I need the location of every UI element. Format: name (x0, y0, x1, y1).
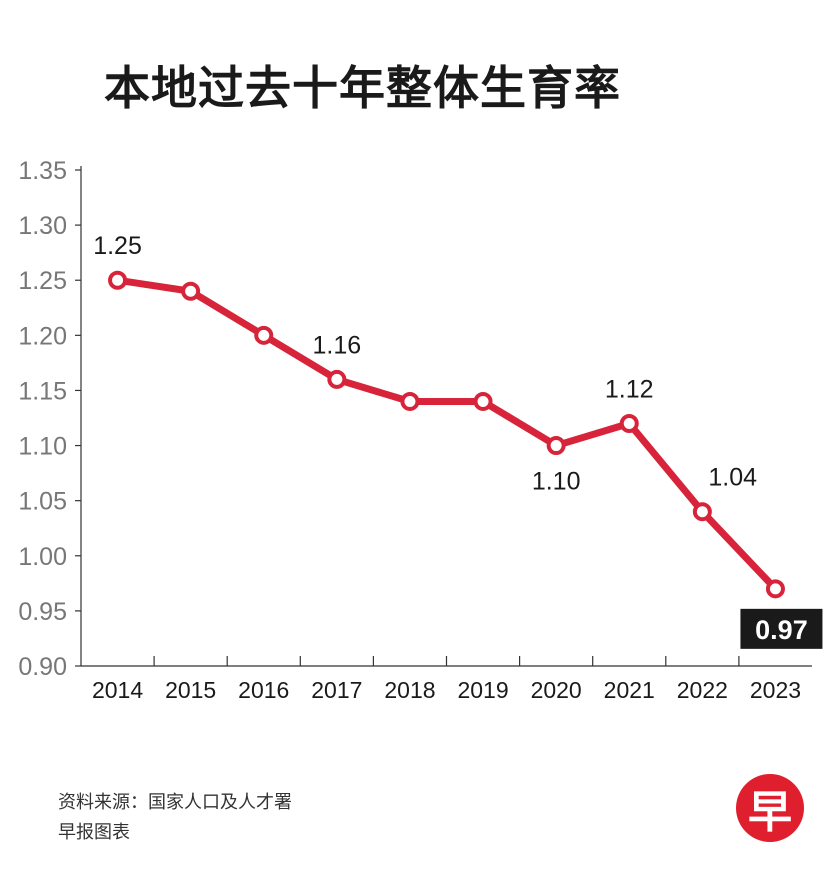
x-tick-label: 2019 (457, 677, 508, 703)
data-point (254, 325, 274, 345)
x-tick-label: 2014 (92, 677, 143, 703)
data-label: 1.16 (313, 331, 362, 359)
y-tick-label: 1.15 (18, 377, 67, 405)
data-label: 1.25 (93, 232, 142, 260)
x-tick-label: 2018 (384, 677, 435, 703)
x-tick-label: 2015 (165, 677, 216, 703)
data-point (765, 579, 785, 599)
y-tick-label: 1.00 (18, 543, 67, 571)
data-point (400, 391, 420, 411)
y-tick-label: 1.35 (18, 157, 67, 185)
y-tick-label: 0.90 (18, 653, 67, 681)
data-point (181, 281, 201, 301)
x-tick-label: 2022 (677, 677, 728, 703)
highlight-label-box (740, 608, 823, 649)
data-label: 0.97 (755, 615, 808, 645)
data-label: 1.12 (605, 376, 654, 404)
y-tick-label: 1.20 (18, 322, 67, 350)
x-tick-label: 2021 (604, 677, 655, 703)
data-point (619, 414, 639, 434)
source-note: 资料来源：国家人口及人才署 早报图表 (58, 788, 292, 848)
y-tick-label: 1.05 (18, 488, 67, 516)
credit-text: 早报图表 (58, 822, 130, 843)
chart-title: 本地过去十年整体生育率 (104, 61, 621, 115)
data-point (546, 436, 566, 456)
logo-glyph: 早 (748, 787, 792, 838)
data-label: 1.10 (532, 468, 581, 496)
source-text: 资料来源：国家人口及人才署 (58, 792, 292, 813)
x-tick-label: 2023 (750, 677, 801, 703)
data-point (692, 502, 712, 522)
x-tick-label: 2020 (531, 677, 582, 703)
x-tick-label: 2016 (238, 677, 289, 703)
data-label: 1.04 (708, 464, 757, 492)
series-line (114, 276, 779, 593)
data-point (327, 369, 347, 389)
data-point (473, 391, 493, 411)
line-chart: 0.90 0.95 1.00 1.05 1.10 1.15 1.20 1.25 1.30 1.35… (18, 157, 823, 703)
data-point (108, 270, 128, 290)
zaobao-logo: 早 (736, 774, 804, 842)
y-tick-label: 1.30 (18, 212, 67, 240)
y-tick-label: 1.25 (18, 267, 67, 295)
y-tick-label: 0.95 (18, 598, 67, 626)
y-tick-label: 1.10 (18, 433, 67, 461)
x-tick-label: 2017 (311, 677, 362, 703)
